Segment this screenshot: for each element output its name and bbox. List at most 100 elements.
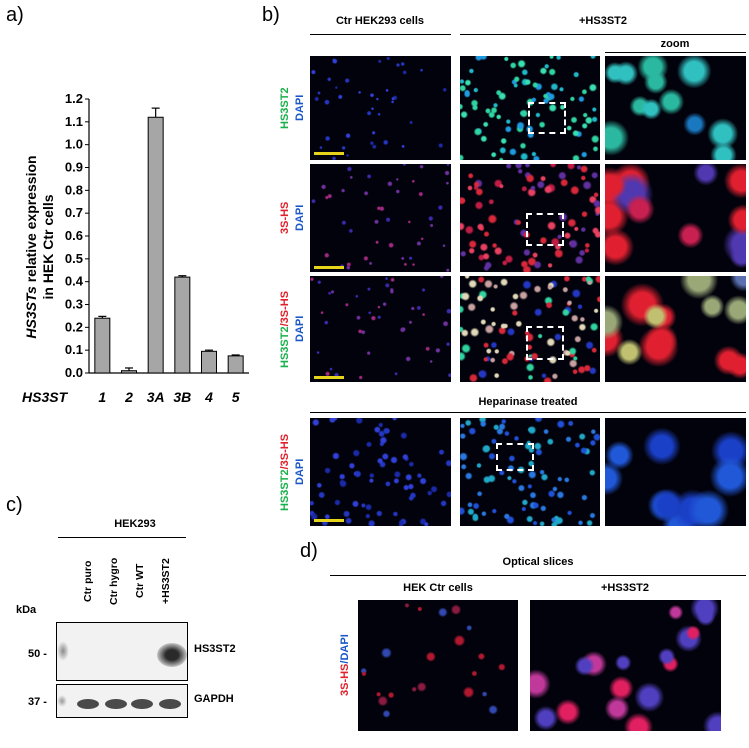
- micrograph-ctr-merge: [310, 276, 451, 382]
- y-tick-label: 1.2: [65, 91, 83, 106]
- y-tick-label: 1.0: [65, 137, 83, 152]
- band-gapdh-3: [131, 699, 153, 709]
- row4-label-2: DAPI: [294, 418, 306, 526]
- marker-50: 50 -: [28, 648, 47, 660]
- row3-label: HS3ST2/3S-HS: [279, 276, 291, 382]
- optical-side-label-dapi: DAPI: [339, 634, 351, 661]
- panel-label-a: a): [6, 4, 24, 26]
- ladder-band-50: [57, 641, 69, 661]
- lane-label-2: Ctr hygro: [108, 557, 120, 605]
- chart-y-label-italic: HS3STs: [23, 286, 39, 339]
- bar-5: [227, 355, 244, 374]
- y-tick-label: 0.8: [65, 182, 83, 197]
- zoom-box-row3: [526, 326, 564, 360]
- band-hs3st2: [157, 643, 187, 667]
- blot-group-label: HEK293: [114, 518, 156, 530]
- row2-label-2: DAPI: [294, 164, 306, 272]
- zoom-box-row2: [526, 213, 564, 246]
- row4-label-dapi: DAPI: [294, 458, 306, 486]
- row2-label: 3S-HS: [279, 164, 291, 272]
- row1-label-dapi: DAPI: [294, 94, 306, 122]
- lane-label-3: Ctr WT: [134, 563, 146, 599]
- x-tick-label-4: 4: [204, 389, 213, 405]
- band-gapdh-4: [159, 699, 181, 709]
- col-rule-ctr: [310, 34, 451, 35]
- optical-slice-hs3st2: [530, 600, 721, 731]
- row4-label-hs3st2: HS3ST2: [279, 468, 291, 511]
- blot-hs3st2: [56, 622, 188, 681]
- chart-x-label: HS3ST: [22, 389, 69, 405]
- row4-label-slash: /: [279, 465, 291, 469]
- row3-label-dapi: DAPI: [294, 315, 306, 343]
- micrograph-zoom-merge: [605, 276, 746, 382]
- kda-label: kDa: [16, 604, 37, 616]
- chart-y-label: HS3STs relative expression: [23, 155, 39, 338]
- row4-label: HS3ST2/3S-HS: [279, 418, 291, 526]
- heparinase-label: Heparinase treated: [478, 396, 578, 408]
- optical-side-label-3shs: 3S-HS: [339, 663, 351, 697]
- micrograph-hs3st2-3shs-dapi: [460, 164, 600, 272]
- blot-gapdh-label: GAPDH: [194, 693, 234, 705]
- row4-label-3shs: 3S-HS: [279, 433, 291, 466]
- scale-bar-row3: [314, 376, 344, 379]
- row2-label-dapi: DAPI: [294, 204, 306, 232]
- y-tick-label: 0.4: [65, 274, 84, 289]
- band-gapdh-2: [105, 699, 127, 709]
- row3-label-3shs: 3S-HS: [279, 290, 291, 323]
- y-tick-label: 0.0: [65, 365, 83, 380]
- micrograph-hs3st2-merge: [460, 276, 600, 382]
- scale-bar-row4: [314, 519, 344, 522]
- scale-bar-row1: [314, 152, 344, 155]
- chart-y-ticks: 0.0 0.1 0.2 0.3 0.4 0.5 0.6 0.7 0.8 0.9 1.0 1.1 1.2: [65, 91, 89, 380]
- col-header-ctr: Ctr HEK293 cells: [335, 15, 425, 27]
- zoom-rule: [605, 52, 746, 53]
- row1-label-2: DAPI: [294, 56, 306, 160]
- y-tick-label: 0.5: [65, 251, 83, 266]
- chart-y-label-rest: relative expression: [23, 155, 39, 286]
- micrograph-zoom-heparinase: [605, 418, 746, 526]
- y-tick-label: 0.1: [65, 342, 83, 357]
- micrograph-ctr-heparinase: [310, 418, 451, 526]
- micrograph-zoom-3shs-dapi: [605, 164, 746, 272]
- lane-label-1: Ctr puro: [82, 560, 94, 602]
- expression-bar-chart: 0.00.10.20.30.40.50.60.70.80.91.01.11.2 …: [22, 91, 249, 405]
- x-tick-label-3B: 3B: [173, 389, 191, 405]
- chart-bars: [94, 107, 244, 374]
- row2-label-3shs: 3S-HS: [279, 201, 291, 235]
- chart-axes: [88, 99, 249, 374]
- ladder-band-37: [57, 695, 67, 707]
- micrograph-ctr-hs3st2-dapi: [310, 56, 451, 160]
- micrograph-zoom-hs3st2-dapi: [605, 56, 746, 160]
- row1-label-hs3st2: HS3ST2: [279, 87, 291, 129]
- x-tick-label-2: 2: [124, 389, 133, 405]
- row3-label-hs3st2: HS3ST2: [279, 325, 291, 368]
- panel-label-b: b): [262, 4, 280, 26]
- y-tick-label: 0.9: [65, 160, 83, 175]
- y-tick-label: 0.3: [65, 297, 83, 312]
- zoom-label: zoom: [660, 38, 690, 50]
- scale-bar-row2: [314, 266, 344, 269]
- y-tick-label: 1.1: [65, 114, 83, 129]
- heparinase-rule: [310, 412, 746, 413]
- optical-side-label-slash: /: [339, 660, 351, 664]
- bar-3A: [147, 116, 164, 374]
- lane-label-4: +HS3ST2: [160, 558, 172, 604]
- zoom-box-row1: [528, 102, 566, 134]
- panel-label-d: d): [300, 540, 318, 562]
- optical-slice-ctr: [358, 600, 518, 731]
- micrograph-hs3st2-hs3st2-dapi: [460, 56, 600, 160]
- blot-gapdh: [56, 684, 188, 718]
- blot-group-rule: [58, 537, 186, 538]
- micrograph-hs3st2-heparinase: [460, 418, 600, 526]
- panel-label-c: c): [6, 494, 23, 516]
- col-rule-hs3st2: [460, 34, 746, 35]
- bar-4: [201, 350, 217, 374]
- bar-3B: [174, 276, 191, 374]
- chart-y-label-line2: in HEK Ctr cells: [40, 194, 56, 299]
- x-tick-label-5: 5: [232, 389, 240, 405]
- optical-slices-rule: [330, 575, 746, 576]
- blot-hs3st2-label: HS3ST2: [194, 643, 236, 655]
- y-tick-label: 0.2: [65, 319, 83, 334]
- zoom-box-row4: [496, 443, 534, 471]
- y-tick-label: 0.7: [65, 205, 83, 220]
